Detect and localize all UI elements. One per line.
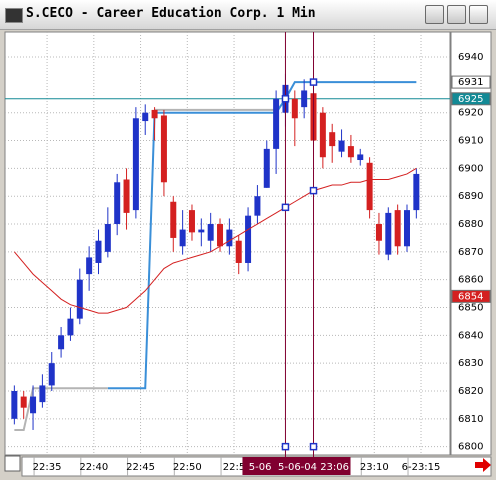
window-title: S.CECO - Career Education Corp. 1 Min [26, 6, 316, 21]
y-tick-label: 6890 [458, 191, 483, 202]
candle-body [291, 98, 298, 119]
y-tick-label: 6840 [458, 330, 483, 341]
y-tick-label: 6920 [458, 108, 483, 119]
candle-body [338, 140, 345, 152]
candle-body [347, 146, 354, 158]
scroll-arrow[interactable] [475, 458, 491, 472]
candle-body [95, 240, 102, 263]
candle-body [104, 224, 111, 252]
x-tick-label: 22:40 [79, 462, 108, 473]
candle-body [273, 98, 280, 149]
price-box-label: 6931 [458, 77, 483, 88]
cursor-handle [309, 442, 318, 451]
candle-body [226, 229, 233, 247]
candle-body [30, 396, 37, 414]
candle-body [132, 118, 139, 211]
candle-body [301, 90, 308, 108]
candle-body [188, 210, 195, 233]
candle-body [366, 162, 373, 211]
candle-body [76, 279, 83, 319]
x-tick-label: 23:10 [360, 462, 389, 473]
candle-body [48, 363, 55, 386]
candle-body [385, 212, 392, 255]
candle-body [179, 229, 186, 247]
close-button[interactable] [469, 5, 488, 24]
candle-body [123, 179, 130, 213]
x-tick-label: 22:45 [126, 462, 155, 473]
indicator-line [13, 167, 417, 314]
price-box [451, 92, 491, 106]
y-tick-label: 6900 [458, 163, 483, 174]
candle-body [151, 109, 158, 119]
candle-body [329, 132, 336, 147]
cursor-handle [309, 78, 318, 86]
candle-body [142, 112, 149, 122]
cursor-handle [281, 95, 290, 103]
candle-body [375, 224, 382, 241]
candle-body [170, 201, 177, 238]
cursor-label: 5-06-04 23:06 [278, 462, 349, 473]
candle-body [245, 215, 252, 263]
candle-body [319, 112, 326, 158]
candle-body [263, 148, 270, 188]
candle-body [114, 182, 121, 225]
candle-body [357, 154, 364, 161]
cursor-handle [281, 203, 290, 212]
cursor-label: 5-06 [249, 462, 272, 473]
candle-body [39, 385, 46, 403]
candle-body [413, 173, 420, 211]
candle-body [254, 196, 261, 216]
y-tick-label: 6810 [458, 414, 483, 425]
x-tick-label: 22:5 [223, 462, 245, 473]
price-box-label: 6925 [458, 94, 483, 105]
candle-body [235, 240, 242, 263]
maximize-button[interactable] [447, 5, 466, 24]
y-tick-label: 6940 [458, 52, 483, 63]
price-box [451, 75, 491, 89]
candle-body [67, 318, 74, 336]
price-box [451, 289, 491, 303]
y-tick-label: 6820 [458, 386, 483, 397]
cursor-handle [309, 186, 318, 195]
x-tick-label: 22:35 [33, 462, 62, 473]
candle-body [160, 115, 167, 183]
chart: 6800 6810 6820 6830 6840 6850 6860 6870 6880 6890… [0, 30, 496, 480]
y-tick-label: 6870 [458, 247, 483, 258]
y-tick-label: 6850 [458, 303, 483, 314]
y-tick-label: 6830 [458, 358, 483, 369]
corner-box[interactable] [4, 455, 21, 472]
indicator-line [107, 81, 417, 390]
x-tick-label: 22:50 [173, 462, 202, 473]
y-tick-label: 6910 [458, 136, 483, 147]
app-icon [5, 8, 23, 23]
price-box-label: 6854 [458, 291, 483, 302]
cursor-handle [281, 442, 290, 451]
candle-body [198, 229, 205, 233]
candle-body [86, 257, 93, 275]
y-tick-label: 6860 [458, 275, 483, 286]
candle-body [403, 210, 410, 247]
candle-body [217, 224, 224, 247]
title-bar: S.CECO - Career Education Corp. 1 Min [0, 0, 496, 30]
y-tick-label: 6800 [458, 442, 483, 453]
minimize-button[interactable] [425, 5, 444, 24]
candle-body [11, 390, 18, 419]
y-tick-label: 6880 [458, 219, 483, 230]
candle-body [394, 210, 401, 247]
candle-body [20, 396, 27, 408]
cursor-label-box [242, 457, 351, 475]
candle-body [58, 335, 65, 350]
x-tick-label: 6-23:15 [402, 462, 441, 473]
indicator-line [14, 108, 277, 431]
candle-body [207, 224, 214, 241]
